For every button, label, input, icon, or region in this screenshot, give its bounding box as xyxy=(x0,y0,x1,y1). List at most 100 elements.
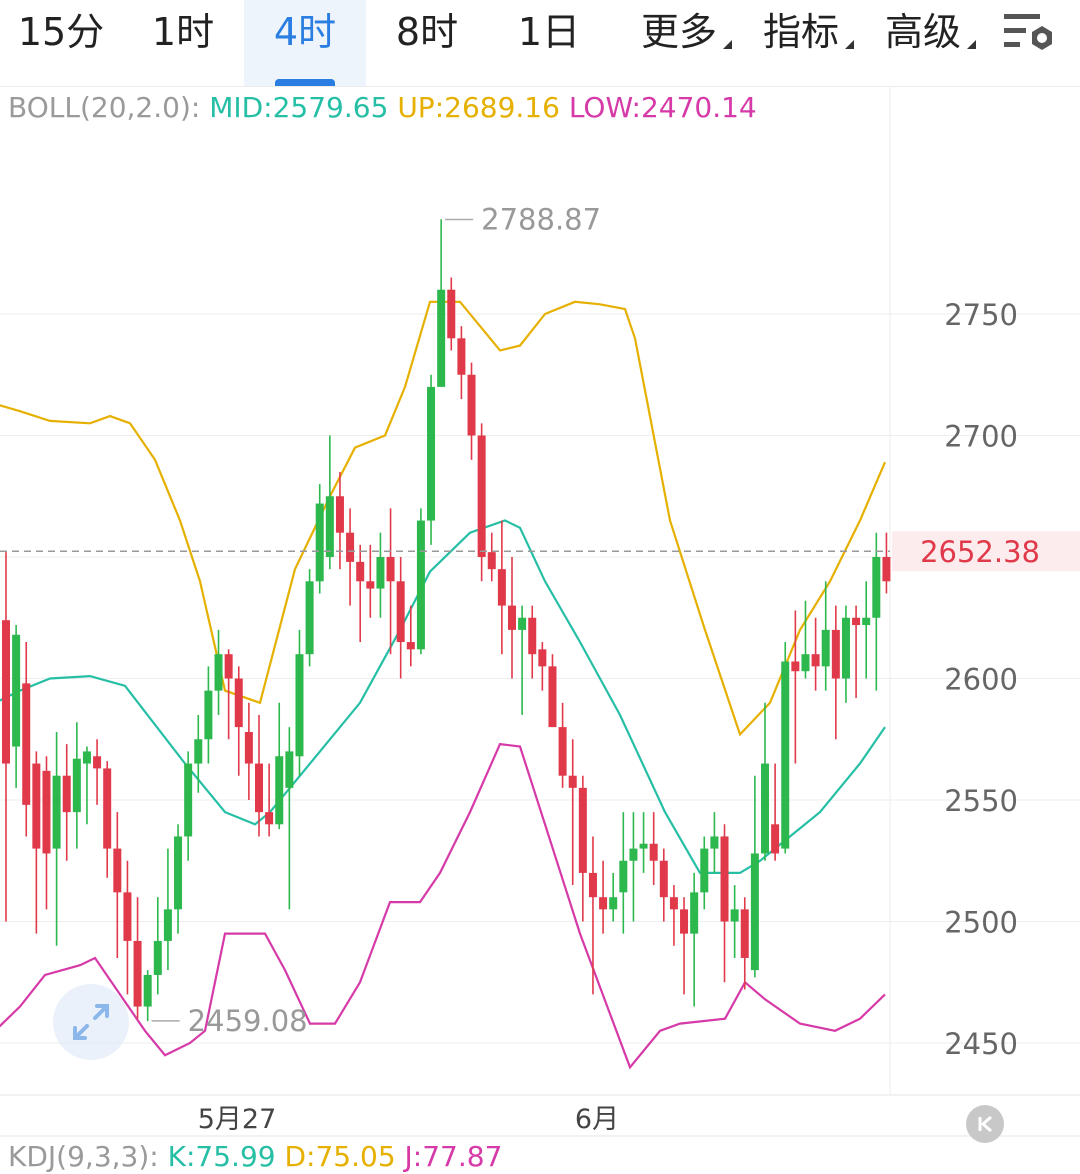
candle-body xyxy=(588,872,597,898)
bearish-candle xyxy=(255,714,263,837)
boll-low-value: LOW:2470.14 xyxy=(568,91,757,124)
bullish-candle xyxy=(841,605,850,703)
bearish-candle xyxy=(548,654,557,728)
bullish-candle xyxy=(214,629,223,715)
tab-label: 1时 xyxy=(151,10,215,54)
candle-body xyxy=(275,756,284,825)
bearish-candle xyxy=(356,544,365,643)
candle-body xyxy=(811,654,820,667)
bullish-candle xyxy=(52,731,61,946)
tab-4h[interactable]: 4时 xyxy=(244,0,366,86)
active-tab-indicator xyxy=(275,79,335,86)
boll-indicator-name: BOLL(20,2.0): xyxy=(8,91,201,124)
bearish-candle xyxy=(265,763,274,837)
candle-body xyxy=(153,940,162,975)
bullish-candle xyxy=(862,581,871,679)
tab-label: 指标 xyxy=(762,10,839,54)
bearish-candle xyxy=(224,649,233,740)
candle-body xyxy=(174,836,183,910)
tab-8h[interactable]: 8时 xyxy=(366,0,488,86)
bearish-candle xyxy=(649,812,658,886)
candle-body xyxy=(42,770,51,854)
candle-body xyxy=(750,853,759,971)
grid-lines xyxy=(0,86,1080,1137)
candle-body xyxy=(315,503,324,582)
bearish-candle xyxy=(720,824,729,983)
bearish-candle xyxy=(599,860,608,934)
candle-body xyxy=(32,763,41,849)
bullish-candle xyxy=(761,702,769,861)
candle-body xyxy=(690,892,699,934)
bearish-candle xyxy=(396,557,405,679)
candle-body xyxy=(882,557,891,582)
tab-advanced[interactable]: 高级 xyxy=(864,0,982,86)
dropdown-caret-icon xyxy=(723,40,732,49)
scroll-to-latest-button[interactable] xyxy=(966,1105,1004,1143)
bullish-candle xyxy=(315,484,324,594)
chart-settings-icon[interactable] xyxy=(1000,6,1060,60)
chart-annotations: 2652.38 2788.87 2459.08 xyxy=(0,203,1080,1038)
bullish-candle xyxy=(305,569,314,667)
bearish-candle xyxy=(811,617,820,691)
candle-body xyxy=(234,678,243,728)
candle-body xyxy=(771,824,780,854)
tab-label: 8时 xyxy=(395,10,459,54)
candle-body xyxy=(123,892,132,941)
candles xyxy=(2,219,891,1022)
bearish-candle xyxy=(335,471,344,570)
bearish-candle xyxy=(487,532,496,582)
y-tick-label: 2450 xyxy=(944,1027,1018,1061)
bullish-candle xyxy=(416,508,425,655)
candle-body xyxy=(831,629,840,679)
tab-label: 高级 xyxy=(884,10,961,54)
bearish-candle xyxy=(659,848,668,922)
tab-label: 15分 xyxy=(17,10,105,54)
candle-body xyxy=(214,654,223,691)
candle-body xyxy=(649,843,658,861)
boll-mid-line xyxy=(0,519,886,874)
bullish-candle xyxy=(437,219,446,387)
tab-label: 4时 xyxy=(273,10,337,54)
x-axis-label: 5月27 xyxy=(198,1104,277,1135)
candle-body xyxy=(477,435,486,557)
bullish-candle xyxy=(730,885,739,958)
tab-indicators[interactable]: 指标 xyxy=(742,0,860,86)
bearish-candle xyxy=(42,756,51,910)
candle-body xyxy=(396,581,405,643)
candle-body xyxy=(12,634,21,747)
candle-body xyxy=(427,386,436,521)
candle-body xyxy=(376,557,385,589)
bearish-candle xyxy=(477,423,486,582)
candle-body xyxy=(447,289,456,339)
bearish-candle xyxy=(669,885,678,946)
bullish-candle xyxy=(690,872,699,1007)
candle-body xyxy=(862,617,871,626)
candle-body xyxy=(305,581,314,655)
tab-1d[interactable]: 1日 xyxy=(488,0,610,86)
bearish-candle xyxy=(93,739,102,805)
tab-15min[interactable]: 15分 xyxy=(0,0,122,86)
candle-body xyxy=(406,642,415,650)
bearish-candle xyxy=(588,836,597,995)
y-tick-label: 2500 xyxy=(944,906,1018,940)
bearish-candle xyxy=(852,605,861,698)
candle-body xyxy=(791,661,800,672)
bearish-candle xyxy=(113,812,122,958)
bullish-candle xyxy=(518,605,527,715)
bearish-candle xyxy=(32,751,41,934)
tab-1h[interactable]: 1时 xyxy=(122,0,244,86)
boll-mid-value: MID:2579.65 xyxy=(209,91,389,124)
bullish-candle xyxy=(184,751,193,861)
tab-more[interactable]: 更多 xyxy=(620,0,738,86)
y-tick-label: 2750 xyxy=(944,298,1018,332)
candle-body xyxy=(538,649,547,667)
expand-chart-button[interactable] xyxy=(53,984,129,1060)
bearish-candle xyxy=(62,744,71,861)
bearish-candle xyxy=(123,860,132,995)
max-price-label: 2788.87 xyxy=(481,203,601,237)
bearish-candle xyxy=(831,605,840,740)
bullish-candle xyxy=(143,970,152,1022)
boll-up-value: UP:2689.16 xyxy=(397,91,560,124)
tab-label: 1日 xyxy=(517,10,581,54)
